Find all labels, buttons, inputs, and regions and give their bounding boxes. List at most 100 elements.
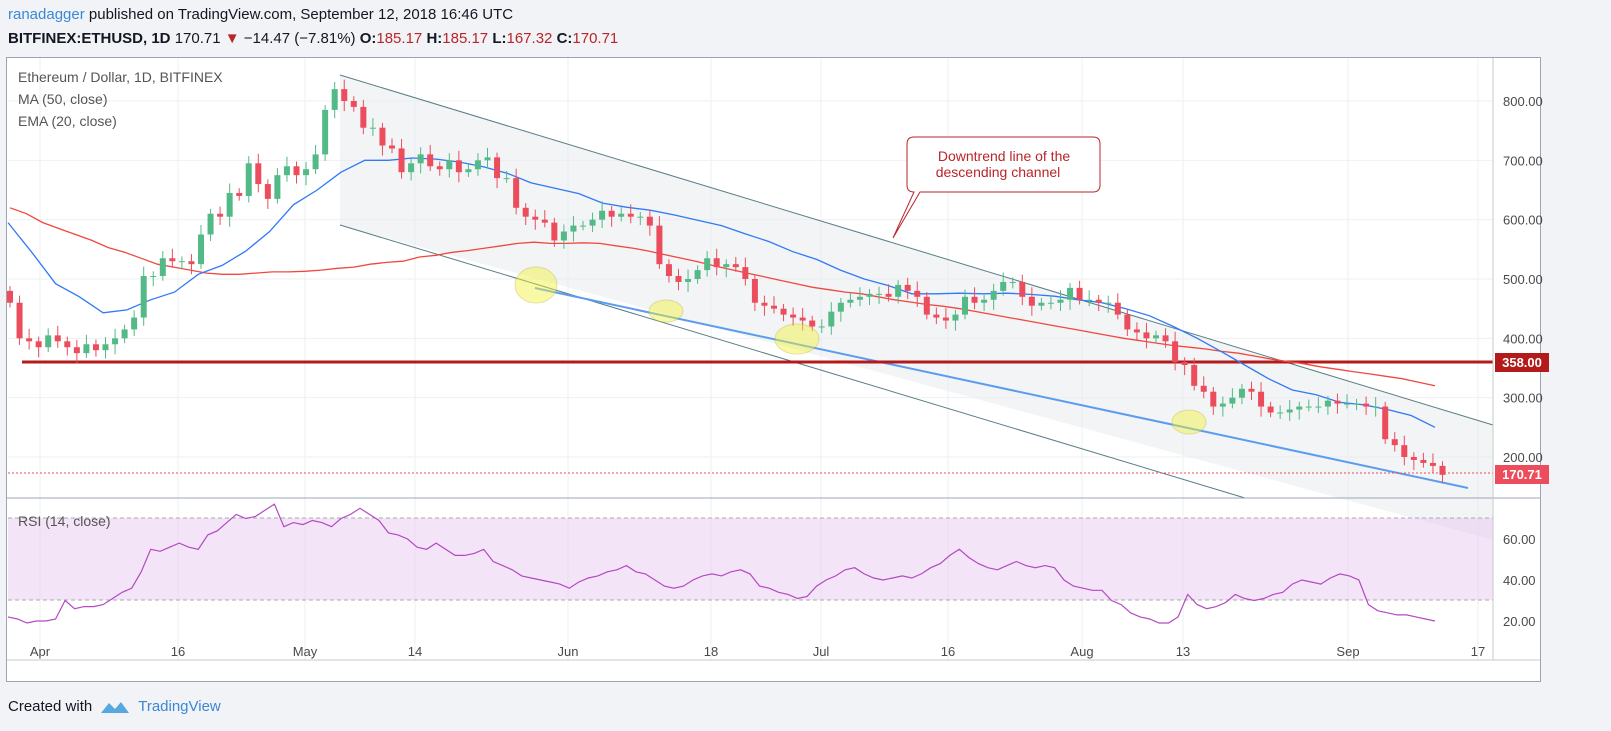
candle-body[interactable] xyxy=(694,270,701,279)
candle-body[interactable] xyxy=(751,279,758,303)
candle-body[interactable] xyxy=(484,157,491,161)
candle-body[interactable] xyxy=(990,290,997,300)
candle-body[interactable] xyxy=(45,335,52,348)
candle-body[interactable] xyxy=(1229,397,1236,404)
candle-body[interactable] xyxy=(1258,391,1265,407)
candle-body[interactable] xyxy=(856,296,863,300)
candle-body[interactable] xyxy=(933,314,940,318)
candle-body[interactable] xyxy=(1324,400,1331,407)
candle-body[interactable] xyxy=(7,290,13,303)
candle-body[interactable] xyxy=(1019,281,1026,297)
candle-body[interactable] xyxy=(713,258,720,268)
candle-body[interactable] xyxy=(1267,406,1274,413)
candle-body[interactable] xyxy=(169,258,176,262)
candle-body[interactable] xyxy=(121,329,128,339)
candle-body[interactable] xyxy=(1200,385,1207,392)
candle-body[interactable] xyxy=(895,284,902,297)
candle-body[interactable] xyxy=(102,344,109,351)
candle-body[interactable] xyxy=(503,178,510,180)
candle-body[interactable] xyxy=(446,160,453,170)
candle-body[interactable] xyxy=(398,148,405,173)
candle-body[interactable] xyxy=(885,293,892,297)
candle-body[interactable] xyxy=(828,311,835,327)
candle-body[interactable] xyxy=(255,163,262,185)
candle-body[interactable] xyxy=(589,219,596,226)
candle-body[interactable] xyxy=(112,338,119,345)
candle-body[interactable] xyxy=(1191,365,1198,386)
candle-body[interactable] xyxy=(570,225,577,232)
candle-body[interactable] xyxy=(1305,406,1312,408)
candle-body[interactable] xyxy=(541,219,548,223)
candle-body[interactable] xyxy=(494,157,501,179)
candle-body[interactable] xyxy=(1344,403,1350,405)
candle-body[interactable] xyxy=(159,258,166,277)
candle-body[interactable] xyxy=(1086,299,1093,301)
candle-body[interactable] xyxy=(1429,462,1436,466)
candle-body[interactable] xyxy=(513,178,520,208)
candle-body[interactable] xyxy=(837,302,844,312)
candle-body[interactable] xyxy=(923,296,930,315)
candle-body[interactable] xyxy=(665,264,672,277)
candle-body[interactable] xyxy=(1172,341,1179,363)
candle-body[interactable] xyxy=(1277,412,1284,414)
candle-body[interactable] xyxy=(942,317,949,321)
candle-body[interactable] xyxy=(866,293,873,297)
candle-body[interactable] xyxy=(207,213,214,235)
candle-body[interactable] xyxy=(1153,335,1159,339)
channel-upper-line[interactable] xyxy=(339,74,1494,426)
candle-body[interactable] xyxy=(417,154,424,164)
candle-body[interactable] xyxy=(1219,403,1226,407)
candle-body[interactable] xyxy=(369,127,376,129)
candle-body[interactable] xyxy=(704,258,711,271)
rsi-line[interactable] xyxy=(7,503,1436,624)
ema-legend[interactable]: EMA (20, close) xyxy=(18,113,117,129)
candle-body[interactable] xyxy=(389,145,395,149)
candle-body[interactable] xyxy=(226,192,233,217)
candle-body[interactable] xyxy=(560,231,567,241)
candle-body[interactable] xyxy=(1353,403,1360,405)
candle-body[interactable] xyxy=(1067,287,1074,300)
candle-body[interactable] xyxy=(1124,314,1131,330)
candle-body[interactable] xyxy=(1057,299,1064,303)
candle-body[interactable] xyxy=(780,308,787,315)
candle-body[interactable] xyxy=(92,344,99,351)
candle-body[interactable] xyxy=(1315,406,1322,408)
candle-body[interactable] xyxy=(83,344,90,354)
candle-body[interactable] xyxy=(1047,302,1054,304)
candle-body[interactable] xyxy=(379,127,386,146)
candle-body[interactable] xyxy=(723,264,730,268)
candle-body[interactable] xyxy=(847,299,854,303)
candle-body[interactable] xyxy=(742,267,749,279)
ma-legend[interactable]: MA (50, close) xyxy=(18,91,107,107)
candle-body[interactable] xyxy=(303,169,310,176)
candle-body[interactable] xyxy=(140,276,147,318)
candle-body[interactable] xyxy=(1372,406,1379,408)
candle-body[interactable] xyxy=(532,216,539,220)
candle-body[interactable] xyxy=(1210,391,1217,407)
candle-body[interactable] xyxy=(1114,302,1121,315)
candle-body[interactable] xyxy=(809,320,816,327)
candle-body[interactable] xyxy=(198,234,204,265)
candle-body[interactable] xyxy=(876,293,883,295)
candle-body[interactable] xyxy=(761,302,768,306)
candle-body[interactable] xyxy=(217,213,224,217)
candle-body[interactable] xyxy=(1105,302,1112,304)
candle-body[interactable] xyxy=(1401,445,1408,457)
candle-body[interactable] xyxy=(1410,457,1417,460)
candle-body[interactable] xyxy=(522,207,529,217)
candle-body[interactable] xyxy=(1296,406,1303,410)
candle-body[interactable] xyxy=(1038,302,1045,306)
publisher-link[interactable]: ranadagger xyxy=(8,6,85,23)
candle-body[interactable] xyxy=(1391,439,1398,446)
candle-body[interactable] xyxy=(1363,403,1370,407)
candle-body[interactable] xyxy=(188,261,195,265)
candle-body[interactable] xyxy=(790,314,797,318)
candle-body[interactable] xyxy=(732,264,739,268)
candle-body[interactable] xyxy=(408,163,415,173)
candle-body[interactable] xyxy=(1248,388,1255,392)
candle-body[interactable] xyxy=(971,296,978,303)
candle-body[interactable] xyxy=(981,299,988,303)
candle-body[interactable] xyxy=(245,163,252,196)
trendline-support[interactable] xyxy=(534,287,1469,489)
candle-body[interactable] xyxy=(293,166,300,176)
